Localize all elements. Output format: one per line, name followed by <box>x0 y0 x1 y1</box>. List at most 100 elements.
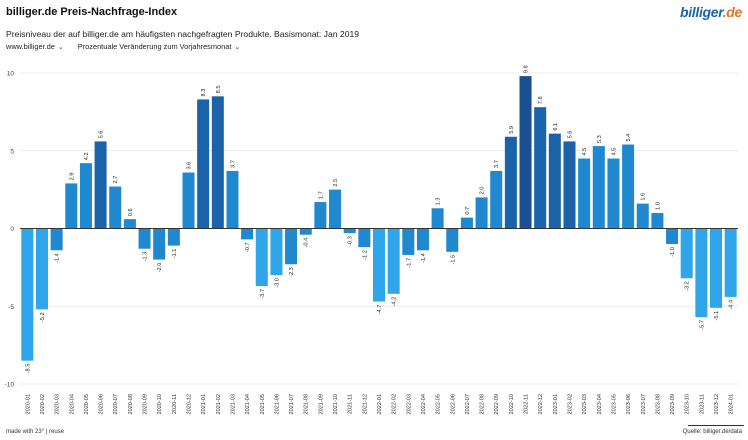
source-credit[interactable]: Quelle: billiger.de/data <box>682 429 742 435</box>
data-label: 7.8 <box>538 96 544 104</box>
x-tick-label: 2020-09 <box>143 394 149 415</box>
bar <box>35 228 48 310</box>
bar <box>387 228 400 294</box>
bar <box>167 228 180 246</box>
data-label: 0.6 <box>128 208 134 216</box>
x-tick-label: 2023-01 <box>553 394 559 415</box>
data-label: 4.2 <box>84 152 90 160</box>
bar <box>534 107 547 229</box>
data-label: -5.2 <box>40 312 46 322</box>
data-label: -1.0 <box>670 247 676 257</box>
data-label: 2.9 <box>69 173 75 181</box>
billiger-logo[interactable]: billiger.de <box>680 4 742 20</box>
x-tick-label: 2022-01 <box>377 394 383 415</box>
bar <box>65 183 78 229</box>
bar <box>475 197 488 229</box>
data-label: 6.1 <box>553 123 559 131</box>
data-label: -5.1 <box>714 311 720 321</box>
data-label: -1.5 <box>450 255 456 265</box>
bar <box>285 228 298 265</box>
x-tick-label: 2022-06 <box>450 394 456 415</box>
data-label: 5.9 <box>509 126 515 134</box>
bar <box>21 228 34 361</box>
data-label: -5.7 <box>699 320 705 330</box>
x-tick-label: 2020-07 <box>113 394 119 415</box>
data-label: 1.6 <box>641 193 647 201</box>
x-tick-label: 2020-01 <box>25 394 31 415</box>
data-label: -2.0 <box>157 263 163 273</box>
y-tick-label: -10 <box>5 382 15 389</box>
x-tick-label: 2024-01 <box>729 394 735 415</box>
x-tick-label: 2023-05 <box>611 394 617 415</box>
data-label: -4.7 <box>377 305 383 315</box>
chevron-down-icon: ⌄ <box>57 43 64 51</box>
source-dropdown[interactable]: www.billiger.de ⌄ <box>6 42 64 51</box>
x-tick-label: 2022-03 <box>406 394 412 415</box>
bar <box>109 186 122 229</box>
x-tick-label: 2022-09 <box>494 394 500 415</box>
data-label: 3.6 <box>187 162 193 170</box>
data-label: 2.7 <box>113 176 119 184</box>
x-tick-label: 2022-05 <box>436 394 442 415</box>
bar <box>299 228 312 235</box>
x-tick-label: 2023-09 <box>670 394 676 415</box>
data-label: 5.6 <box>99 131 105 139</box>
bar <box>607 158 620 229</box>
x-tick-label: 2021-10 <box>333 394 339 415</box>
x-tick-label: 2023-07 <box>641 394 647 415</box>
bar <box>153 228 166 260</box>
x-tick-label: 2021-08 <box>304 394 310 415</box>
data-label: 5.6 <box>567 131 573 139</box>
x-tick-label: 2022-10 <box>509 394 515 415</box>
bar <box>329 189 342 229</box>
bar <box>182 172 195 229</box>
data-label: -1.4 <box>55 253 61 263</box>
x-tick-label: 2020-12 <box>187 394 193 415</box>
data-label: -3.7 <box>260 289 266 299</box>
source-dropdown-label: www.billiger.de <box>6 42 55 51</box>
data-label: 2.0 <box>480 187 486 195</box>
data-label: 1.3 <box>436 198 442 206</box>
x-tick-label: 2023-10 <box>685 394 691 415</box>
made-with-credit[interactable]: made with 23° | reuse <box>6 429 64 435</box>
data-label: -2.3 <box>289 267 295 277</box>
data-label: 2.5 <box>333 179 339 187</box>
bar <box>666 228 679 245</box>
data-label: -4.4 <box>729 300 735 310</box>
x-tick-label: 2020-05 <box>84 394 90 415</box>
bar <box>622 144 635 229</box>
x-tick-label: 2020-03 <box>55 394 61 415</box>
bar <box>50 228 63 251</box>
chart-subtitle: Preisniveau der auf billiger.de am häufi… <box>6 29 360 39</box>
bar <box>680 228 693 279</box>
x-tick-label: 2022-12 <box>538 394 544 415</box>
metric-dropdown-label: Prozentuale Veränderung zum Vorjahresmon… <box>77 42 232 51</box>
data-label: -1.2 <box>362 250 368 260</box>
bar <box>563 141 576 229</box>
logo-text-domain: .de <box>722 4 743 20</box>
data-label: 9.8 <box>524 65 530 73</box>
x-tick-label: 2023-04 <box>597 394 603 415</box>
data-label: -1.7 <box>406 258 412 268</box>
bar <box>197 99 210 229</box>
x-tick-label: 2023-06 <box>626 394 632 415</box>
data-label: 3.7 <box>230 160 236 168</box>
x-tick-label: 2021-02 <box>216 394 222 415</box>
bar <box>578 158 591 229</box>
data-label: 1.7 <box>318 191 324 199</box>
x-tick-label: 2021-05 <box>260 394 266 415</box>
bar <box>270 228 283 276</box>
data-label: 8.5 <box>216 86 222 94</box>
y-tick-label: 5 <box>10 148 14 155</box>
data-label: -4.2 <box>392 297 398 307</box>
x-tick-label: 2020-11 <box>172 394 178 414</box>
data-label: -1.4 <box>421 253 427 263</box>
bar <box>314 202 327 229</box>
bar <box>79 163 92 229</box>
metric-dropdown[interactable]: Prozentuale Veränderung zum Vorjahresmon… <box>78 42 241 51</box>
chart-title: billiger.de Preis-Nachfrage-Index <box>6 6 178 18</box>
bar <box>651 212 664 229</box>
x-tick-label: 2022-04 <box>421 394 427 415</box>
bar <box>460 217 473 229</box>
